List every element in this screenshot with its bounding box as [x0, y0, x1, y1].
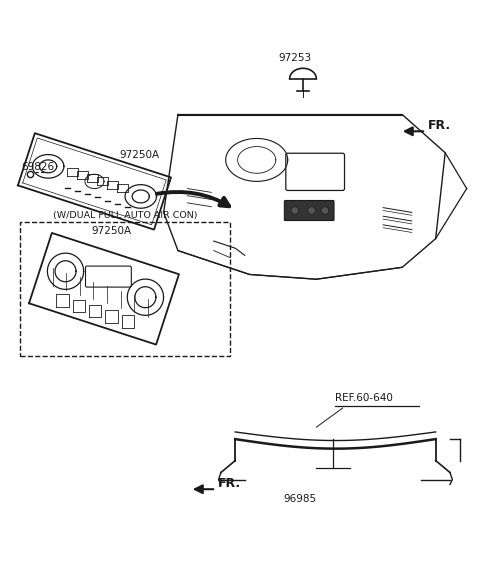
Text: 96985: 96985: [283, 494, 316, 504]
Text: FR.: FR.: [428, 119, 451, 132]
Text: 97250A: 97250A: [120, 150, 160, 160]
Text: FR.: FR.: [217, 477, 240, 490]
Text: 69826: 69826: [22, 162, 55, 172]
Text: 97253: 97253: [278, 53, 312, 63]
Bar: [21, 222, 230, 356]
FancyBboxPatch shape: [284, 201, 334, 220]
Text: 97250A: 97250A: [91, 226, 131, 236]
Text: REF.60-640: REF.60-640: [336, 393, 393, 403]
Circle shape: [308, 207, 315, 214]
Circle shape: [291, 207, 299, 214]
Circle shape: [321, 207, 329, 214]
Text: (W/DUAL FULL AUTO AIR CON): (W/DUAL FULL AUTO AIR CON): [53, 211, 198, 220]
